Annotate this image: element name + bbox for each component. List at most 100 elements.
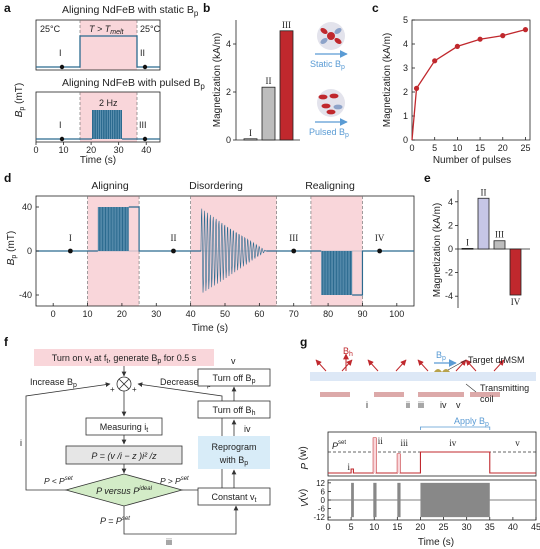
x-tick-label: 10 [59,145,69,155]
coil-schematic [310,353,536,397]
g-step-ii: ii [406,400,410,410]
x-tick-label: 40 [141,145,151,155]
apply-bracket [420,426,491,430]
y-tick-label: 3 [403,63,408,73]
marker-label: I [69,233,72,243]
x-tick-label: 0 [51,309,56,319]
y-tick-label: -6 [318,505,326,514]
marker-label: III [289,233,298,243]
x-tick-label: 25 [520,143,530,153]
data-point [477,36,483,42]
x-tick-label: 100 [389,309,404,319]
marker-point [67,248,73,254]
svg-text:+: + [110,385,115,394]
y-tick-label: 4 [226,39,231,49]
x-tick-label: 5 [349,522,354,532]
bar-I [243,138,258,141]
reprogram-1: Reprogram [211,442,256,452]
bar-III [279,30,294,141]
panel-a-title-pulsed: Aligning NdFeB with pulsed Bp [62,77,205,91]
panel-e-label: e [424,171,431,185]
bar-label: II [266,76,272,86]
y-tick-label: 2 [403,87,408,97]
bar-label: I [466,237,469,247]
freq-label: 2 Hz [99,98,118,108]
gt-condition: P > Pset [160,476,189,486]
panel-a-x-ticks: 0 10 20 30 40 [33,142,151,155]
panel-a-bottom-axes [35,91,161,143]
panel-c-xlabel: Number of pulses [433,155,511,166]
turn-off-bp-text: Turn off Bp [213,373,256,385]
vt-axis-label: V(v) [298,489,311,507]
bar-label: III [495,230,504,240]
y-tick-label: 2 [226,87,231,97]
pset-label: P [332,441,338,451]
panel-a-ylabel: Bp (mT) [14,83,26,117]
g-step-label: ii [378,436,384,446]
trace-end [352,250,414,296]
series-line [411,28,526,141]
bar-II [477,197,490,250]
disorder-oscillation [200,208,267,293]
bar-label: IV [511,297,521,307]
x-tick-label: 50 [220,309,230,319]
eq-condition: P = Pset [100,516,130,526]
x-tick-label: 5 [432,143,437,153]
diamond-text: P versus Pideal [96,486,153,496]
static-particles-illustration [315,22,348,58]
panel-b-ylabel: Magnetization (kA/m) [212,33,223,127]
phase-aligning: Aligning [91,180,129,192]
marker-point [171,248,176,254]
marker-top-i: I [59,48,62,58]
y-tick-label: 0 [448,244,453,254]
g-step-label: iii [401,438,409,448]
panel-c-chart: 0 1 2 3 4 5 0 5 10 15 20 25 [403,15,530,153]
reprogram-box [198,436,270,469]
vt-burst [351,482,354,518]
marker-bot-i: I [59,120,62,130]
axes-frame [411,19,531,141]
pr-trace [328,437,536,474]
bar-label: II [481,187,487,197]
phase-realigning: Realigning [305,180,355,192]
panel-a-label: a [4,1,11,15]
y-tick-label: 0 [226,135,231,145]
x-tick-label: 60 [254,309,264,319]
pr-axis-label: P (w) [298,446,311,469]
temp-right: 25°C [140,24,161,34]
formula-text: P = (v /i − z )i² /z [91,451,157,461]
x-tick-label: 0 [409,143,414,153]
panel-d-ylabel: Bp (mT) [6,231,18,265]
marker-label: II [170,233,176,243]
coil-label-1: Transmitting [480,383,529,393]
loop-i: i [20,438,22,448]
x-tick-label: 40 [508,522,518,532]
pr-spike-fill [397,454,401,473]
marker-top-ii: II [140,48,145,58]
g-step-label: i [348,462,351,472]
data-point [413,85,420,91]
svg-text:+: + [132,385,137,394]
bar-I [461,248,474,250]
x-tick-label: 0 [33,145,38,155]
pr-frame [327,431,537,477]
marker-point [377,248,383,254]
x-tick-label: 30 [114,145,124,155]
x-tick-label: 10 [83,309,93,319]
trace-hold [128,206,201,252]
step-v: v [231,356,236,366]
g-step-v: v [456,400,461,410]
reprogram-2: with Bp [219,455,249,467]
data-point [522,27,529,33]
x-tick-label: 25 [439,522,449,532]
panel-a-static-trace [36,35,160,68]
panel-g-label: g [300,335,307,349]
panel-a-heat-zone-top [80,20,137,70]
marker-bot-iii: III [139,120,147,130]
y-tick-label: 5 [403,15,408,25]
